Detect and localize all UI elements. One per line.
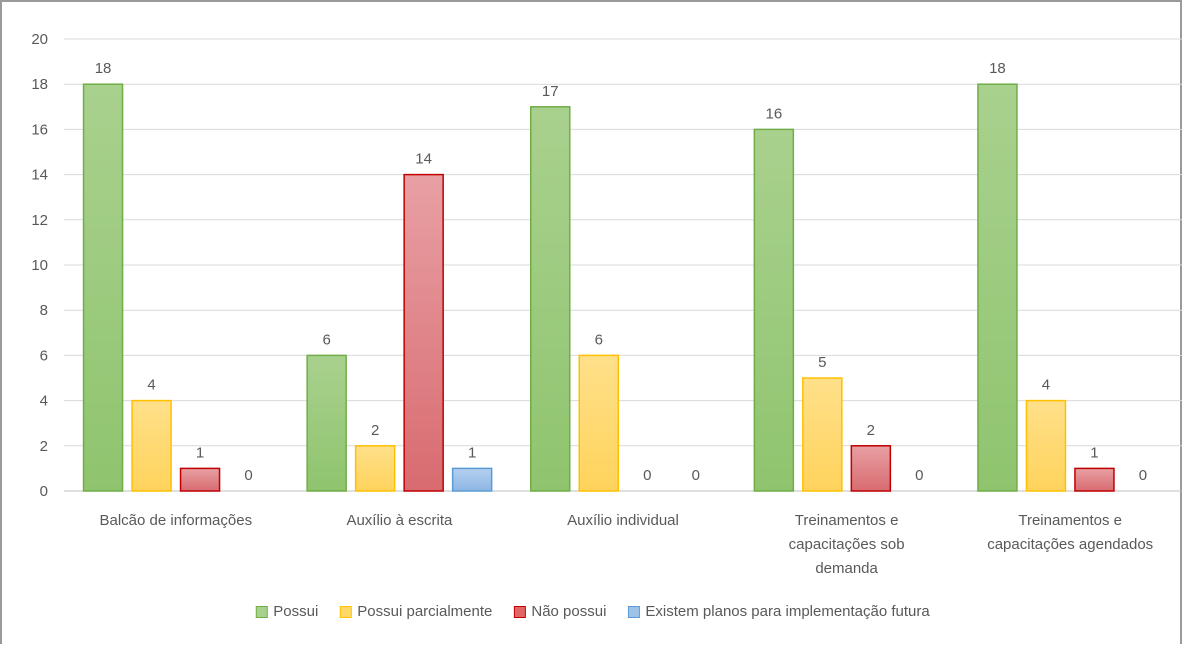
y-tick-label: 12 [31, 212, 48, 229]
data-label: 0 [915, 467, 923, 484]
y-tick-label: 8 [40, 302, 48, 319]
data-label: 1 [1090, 444, 1098, 461]
category-label: Treinamentos e [1018, 512, 1122, 529]
bar [977, 83, 1018, 492]
data-label: 0 [244, 467, 252, 484]
y-tick-label: 0 [40, 483, 48, 500]
legend-swatch [255, 606, 268, 618]
y-tick-label: 6 [40, 347, 48, 364]
data-label: 18 [989, 60, 1006, 77]
data-label: 4 [1042, 377, 1050, 394]
data-label: 5 [818, 354, 826, 371]
legend-label: Existem planos para implementação futura [645, 603, 930, 620]
data-label: 0 [643, 467, 651, 484]
bar [1025, 399, 1067, 492]
data-label: 17 [542, 83, 559, 100]
legend-label: Possui [273, 603, 318, 620]
data-label: 6 [322, 331, 330, 348]
data-label: 0 [1139, 467, 1147, 484]
bar [403, 173, 444, 492]
bar [578, 354, 619, 492]
legend-swatch [513, 606, 526, 618]
y-tick-label: 18 [31, 76, 48, 93]
data-label: 6 [595, 331, 603, 348]
y-tick-label: 10 [31, 257, 48, 274]
data-label: 14 [415, 151, 432, 168]
bar [131, 399, 172, 492]
data-label: 4 [147, 377, 155, 394]
legend-label: Não possui [531, 603, 606, 620]
data-label: 2 [371, 422, 379, 439]
category-label: capacitações sob [789, 536, 905, 553]
legend-swatch [339, 606, 352, 618]
bar [753, 128, 795, 492]
legend-swatch [627, 606, 640, 618]
category-label: capacitações agendados [987, 536, 1153, 553]
category-label: Auxílio individual [567, 512, 679, 529]
legend-label: Possui parcialmente [357, 603, 492, 620]
data-label: 18 [95, 60, 112, 77]
y-tick-label: 14 [31, 167, 48, 184]
data-label: 1 [196, 444, 204, 461]
bar [306, 354, 347, 492]
data-label: 2 [867, 422, 875, 439]
y-tick-label: 2 [40, 438, 48, 455]
bar [1074, 467, 1115, 492]
bar [850, 445, 892, 492]
category-label: Balcão de informações [100, 512, 253, 529]
bar [354, 445, 396, 492]
data-label: 16 [766, 105, 783, 122]
data-label: 0 [692, 467, 700, 484]
category-label: Auxílio à escrita [346, 512, 453, 529]
bar [530, 106, 571, 492]
bar [451, 467, 493, 492]
bar [802, 377, 843, 492]
bar [82, 83, 124, 492]
y-tick-label: 16 [31, 121, 48, 138]
y-tick-label: 4 [40, 393, 48, 410]
y-tick-label: 20 [31, 31, 48, 48]
category-label: Treinamentos e [795, 512, 899, 529]
data-label: 1 [468, 444, 476, 461]
category-label: demanda [815, 560, 878, 577]
bar [179, 467, 221, 492]
